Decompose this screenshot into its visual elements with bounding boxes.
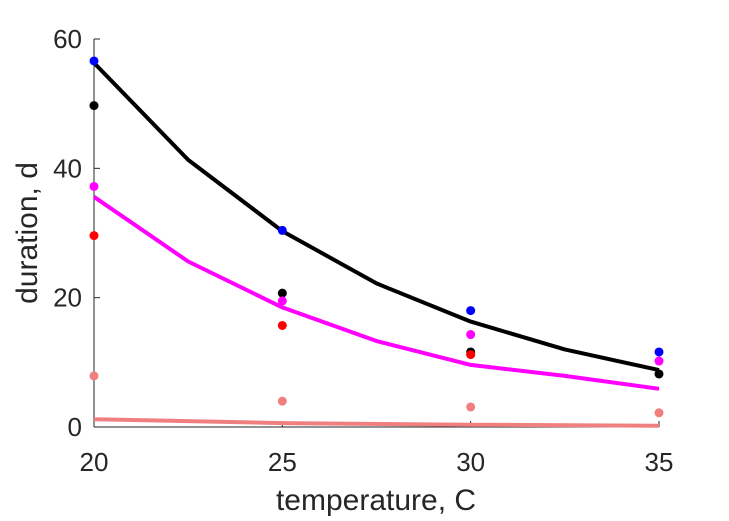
y-tick-label: 0 [68, 412, 82, 442]
x-tick-label: 30 [456, 447, 485, 477]
fit-curve [92, 61, 660, 373]
x-tick-label: 20 [80, 447, 109, 477]
data-point [277, 396, 287, 406]
data-point [466, 306, 476, 316]
data-point [89, 231, 99, 241]
y-tick-label: 40 [53, 153, 82, 183]
data-point [277, 320, 287, 330]
fit-curve [92, 195, 660, 391]
data-point [466, 402, 476, 412]
data-point [466, 330, 476, 340]
data-point [89, 56, 99, 66]
fitted-curves [92, 61, 660, 428]
data-point [654, 347, 664, 357]
data-point [654, 369, 664, 379]
fit-curve [93, 417, 660, 428]
data-point [89, 181, 99, 191]
data-point [89, 371, 99, 381]
axes [93, 38, 660, 428]
x-axis-label: temperature, C [276, 484, 476, 517]
data-point [654, 356, 664, 366]
tick-labels: 20 25 30 35 0 20 40 60 [53, 24, 673, 477]
data-point [277, 296, 287, 306]
y-tick-label: 20 [53, 283, 82, 313]
data-points [89, 56, 664, 418]
data-point [654, 408, 664, 418]
x-tick-label: 35 [645, 447, 674, 477]
y-tick-label: 60 [53, 24, 82, 54]
data-point [89, 101, 99, 111]
x-tick-label: 25 [268, 447, 297, 477]
y-axis-label: duration, d [11, 162, 44, 304]
data-point [277, 225, 287, 235]
data-point [277, 288, 287, 298]
data-point [466, 350, 476, 360]
